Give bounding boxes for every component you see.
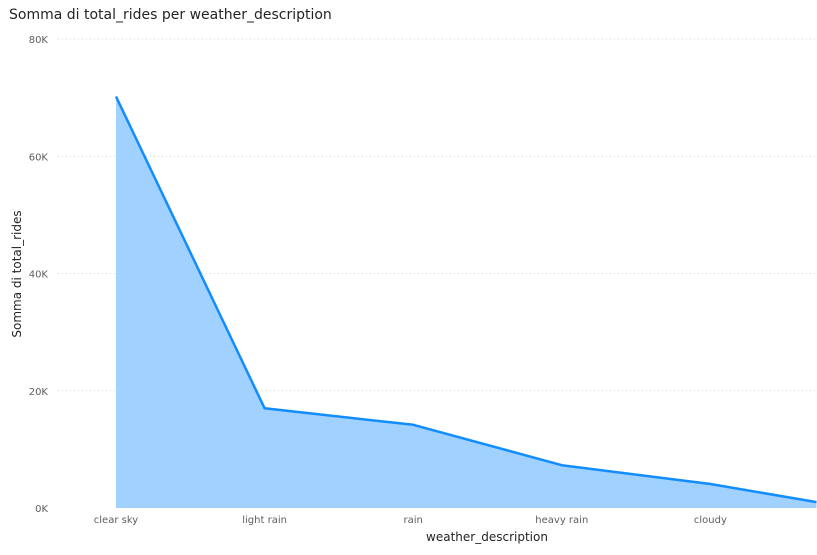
data-point[interactable] bbox=[261, 404, 269, 412]
grid-lines bbox=[58, 38, 817, 392]
y-tick-label: 80K bbox=[29, 35, 49, 46]
x-axis-ticks: clear sky light rain rain heavy rain cloudy bbox=[94, 515, 727, 526]
area-fill[interactable] bbox=[116, 96, 817, 509]
y-tick-label: 0K bbox=[35, 504, 48, 515]
x-tick-label: heavy rain bbox=[535, 515, 588, 526]
y-axis-title: Somma di total_rides bbox=[10, 210, 24, 337]
data-point[interactable] bbox=[706, 480, 714, 488]
y-tick-label: 40K bbox=[29, 270, 49, 281]
x-tick-label: rain bbox=[404, 515, 423, 526]
y-axis-ticks: 0K 20K 40K 60K 80K bbox=[29, 35, 49, 515]
series-group bbox=[112, 92, 817, 509]
x-tick-label: light rain bbox=[242, 515, 287, 526]
data-point[interactable] bbox=[409, 421, 417, 429]
y-tick-label: 20K bbox=[29, 387, 49, 398]
chart-title: Somma di total_rides per weather_descrip… bbox=[9, 7, 332, 23]
data-point[interactable] bbox=[112, 92, 120, 100]
data-point[interactable] bbox=[558, 461, 566, 469]
x-tick-label: clear sky bbox=[94, 515, 138, 526]
y-tick-label: 60K bbox=[29, 152, 49, 163]
x-tick-label: cloudy bbox=[694, 515, 727, 526]
series-line[interactable] bbox=[114, 95, 817, 504]
x-axis-title: weather_description bbox=[426, 530, 548, 544]
